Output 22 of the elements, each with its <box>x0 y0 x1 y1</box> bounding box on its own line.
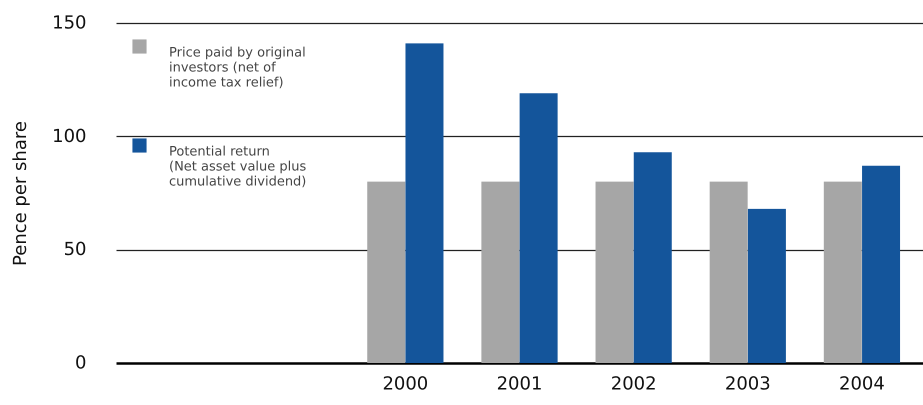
y-tick-label: 100 <box>52 126 86 147</box>
bar <box>367 182 406 363</box>
x-tick-label: 2002 <box>610 374 657 394</box>
x-tick-label: 2003 <box>724 374 771 394</box>
bar <box>405 43 444 363</box>
x-tick-label: 2004 <box>839 374 885 394</box>
y-tick-label: 150 <box>52 12 86 34</box>
y-tick-label: 50 <box>64 239 86 260</box>
y-tick-label: 0 <box>75 352 86 374</box>
bar <box>481 182 520 363</box>
bar <box>748 208 786 363</box>
legend-label: Potential return (Net asset value plus cumulative dividend) <box>169 144 307 190</box>
bar <box>520 93 558 363</box>
bar <box>710 182 748 363</box>
bar <box>862 166 900 363</box>
x-tick-label: 2000 <box>382 374 428 394</box>
bar <box>824 182 862 363</box>
x-tick-label: 2001 <box>496 374 542 394</box>
legend-label: Price paid by original investors (net of income tax relief) <box>169 46 306 90</box>
bar <box>634 152 672 363</box>
y-axis-title: Pence per share <box>10 121 32 266</box>
bar <box>596 182 634 363</box>
